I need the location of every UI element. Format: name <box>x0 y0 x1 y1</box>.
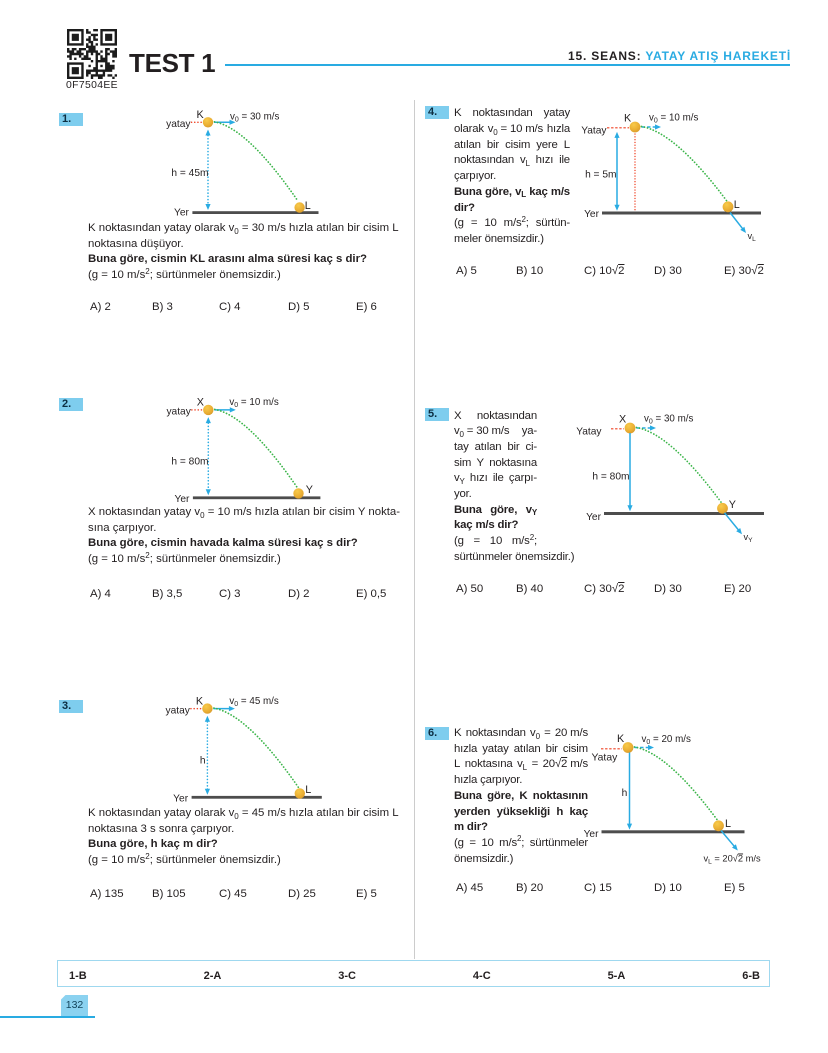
svg-text:Y: Y <box>306 484 313 496</box>
svg-text:yatay: yatay <box>166 119 191 130</box>
svg-text:h = 45m: h = 45m <box>171 168 208 179</box>
svg-text:L: L <box>734 199 740 211</box>
svg-text:K: K <box>196 695 204 707</box>
svg-text:vY: vY <box>744 532 754 544</box>
svg-text:K: K <box>617 733 625 745</box>
svg-text:K: K <box>197 109 205 121</box>
svg-text:h: h <box>200 756 206 767</box>
svg-text:vL: vL <box>748 231 757 243</box>
svg-text:v0 = 10 m/s: v0 = 10 m/s <box>649 112 698 124</box>
svg-text:Yatay: Yatay <box>592 753 619 764</box>
svg-text:X: X <box>197 397 204 409</box>
svg-text:yatay: yatay <box>166 705 191 716</box>
svg-text:v0 = 30 m/s: v0 = 30 m/s <box>230 112 279 124</box>
svg-text:Yer: Yer <box>173 794 189 805</box>
svg-text:yatay: yatay <box>166 407 191 418</box>
svg-text:Yer: Yer <box>584 209 600 220</box>
svg-text:Yatay: Yatay <box>576 427 602 438</box>
svg-text:K: K <box>624 113 632 125</box>
svg-text:Yer: Yer <box>174 494 190 505</box>
svg-text:v0 = 30 m/s: v0 = 30 m/s <box>644 413 693 425</box>
svg-text:v0 = 20 m/s: v0 = 20 m/s <box>642 734 691 746</box>
svg-text:h = 80m: h = 80m <box>592 472 629 483</box>
svg-text:v0 = 45 m/s: v0 = 45 m/s <box>229 696 278 708</box>
svg-text:Yatay: Yatay <box>581 126 607 137</box>
svg-text:vL = 20√2 m/s: vL = 20√2 m/s <box>704 854 761 866</box>
svg-text:Y: Y <box>729 499 736 511</box>
svg-text:L: L <box>725 818 731 830</box>
svg-text:h = 80m: h = 80m <box>171 456 208 467</box>
svg-text:L: L <box>305 784 311 796</box>
svg-text:L: L <box>305 200 311 212</box>
svg-text:h = 5m: h = 5m <box>585 170 616 181</box>
svg-text:h: h <box>622 788 628 799</box>
svg-text:v0 = 10 m/s: v0 = 10 m/s <box>229 397 278 409</box>
svg-text:Yer: Yer <box>586 512 602 523</box>
svg-text:Yer: Yer <box>174 208 190 219</box>
svg-text:X: X <box>619 414 626 426</box>
